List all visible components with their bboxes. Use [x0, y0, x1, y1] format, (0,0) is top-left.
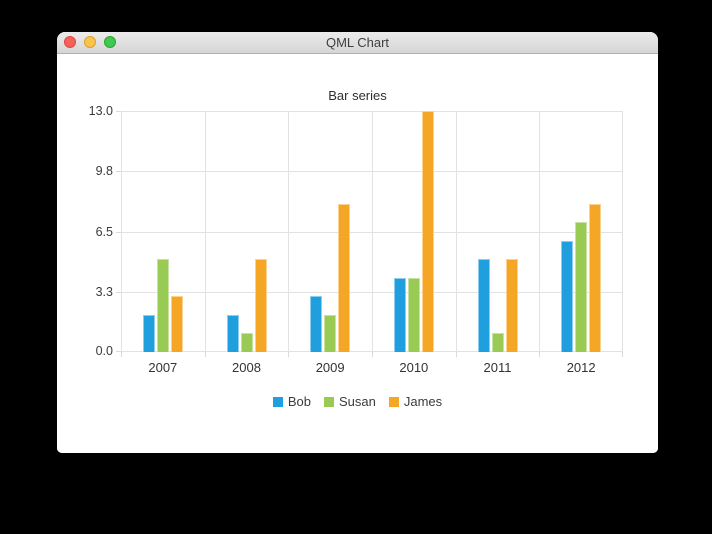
gridline-horizontal	[121, 171, 623, 172]
x-axis-tick	[288, 352, 289, 357]
x-axis-tick	[121, 352, 122, 357]
x-axis-label: 2007	[148, 360, 178, 375]
gridline-vertical	[205, 111, 206, 352]
plot-area	[121, 111, 623, 352]
x-axis-tick	[622, 352, 623, 357]
legend-label: James	[403, 394, 443, 409]
gridline-horizontal	[121, 351, 623, 352]
bar-james-2007	[170, 296, 183, 352]
bar-susan-2010	[407, 278, 420, 352]
y-axis-tick	[116, 292, 121, 293]
y-axis-tick	[116, 351, 121, 352]
bar-susan-2012	[575, 222, 588, 352]
gridline-horizontal	[121, 232, 623, 233]
chart-legend: Bob Susan James	[57, 394, 658, 409]
gridline-vertical	[288, 111, 289, 352]
bar-bob-2010	[393, 278, 406, 352]
minimize-button[interactable]	[84, 36, 96, 48]
x-axis-tick	[539, 352, 540, 357]
x-axis-label: 2012	[566, 360, 596, 375]
bar-bob-2012	[561, 241, 574, 352]
close-button[interactable]	[64, 36, 76, 48]
bar-susan-2007	[156, 259, 169, 352]
legend-marker-bob	[272, 396, 283, 407]
x-axis-label: 2009	[315, 360, 345, 375]
y-axis-label: 13.0	[88, 104, 113, 118]
legend-label: Bob	[287, 394, 311, 409]
gridline-vertical	[539, 111, 540, 352]
bar-james-2012	[589, 204, 602, 352]
bar-bob-2008	[226, 315, 239, 352]
x-axis-tick	[456, 352, 457, 357]
bar-bob-2011	[477, 259, 490, 352]
bar-bob-2007	[142, 315, 155, 352]
bar-james-2011	[505, 259, 518, 352]
y-axis-tick	[116, 171, 121, 172]
bar-susan-2009	[324, 315, 337, 352]
window-title: QML Chart	[325, 35, 390, 50]
x-axis-tick	[205, 352, 206, 357]
window-titlebar[interactable]: QML Chart	[57, 32, 658, 54]
y-axis-label: 3.3	[95, 285, 113, 299]
legend-marker-susan	[323, 396, 334, 407]
legend-item-james: James	[388, 394, 443, 409]
y-axis-tick	[116, 111, 121, 112]
gridline-vertical	[456, 111, 457, 352]
legend-item-bob: Bob	[272, 394, 311, 409]
bar-james-2009	[338, 204, 351, 352]
chart-view: Bar series 13.0 9.8 6.5 3.3 0.0 2007 2008 2009 2…	[57, 54, 658, 453]
x-axis-tick	[372, 352, 373, 357]
legend-label: Susan	[338, 394, 376, 409]
y-axis-tick	[116, 232, 121, 233]
bar-james-2008	[254, 259, 267, 352]
y-axis-label: 0.0	[95, 344, 113, 358]
gridline-vertical	[622, 111, 623, 352]
bar-susan-2011	[491, 333, 504, 352]
gridline-vertical	[372, 111, 373, 352]
traffic-lights	[64, 36, 116, 48]
zoom-button[interactable]	[104, 36, 116, 48]
x-axis-label: 2008	[232, 360, 261, 375]
qml-chart-window: QML Chart Bar series 13.0 9.8 6.5 3.3 0.0 200…	[57, 32, 658, 453]
bar-james-2010	[421, 111, 434, 352]
bar-bob-2009	[310, 296, 323, 352]
chart-title: Bar series	[328, 88, 387, 103]
legend-item-susan: Susan	[323, 394, 376, 409]
gridline-horizontal	[121, 111, 623, 112]
legend-marker-james	[388, 396, 399, 407]
x-axis-label: 2011	[483, 360, 512, 375]
bar-susan-2008	[240, 333, 253, 352]
y-axis-label: 9.8	[95, 164, 113, 178]
gridline-vertical	[121, 111, 122, 352]
x-axis-label: 2010	[399, 360, 429, 375]
y-axis-label: 6.5	[95, 225, 113, 239]
gridline-horizontal	[121, 292, 623, 293]
